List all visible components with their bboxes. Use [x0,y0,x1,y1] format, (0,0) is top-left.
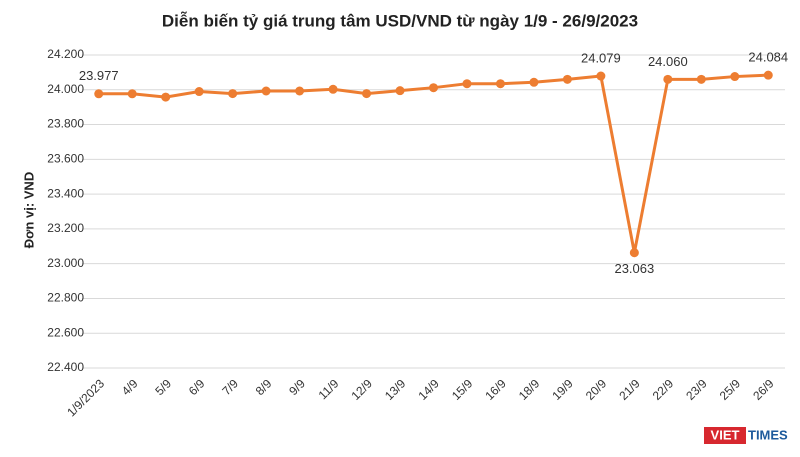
logo-box [704,427,746,444]
y-tick-label: 22.800 [47,291,84,305]
y-tick-label: 23.400 [47,186,84,200]
logo-right: TIMES [748,427,788,442]
point [596,71,606,81]
point [161,92,171,102]
point [562,74,572,84]
chart-title: Diễn biến tỷ giá trung tâm USD/VND từ ng… [162,11,638,30]
y-tick-label: 24.200 [47,47,84,61]
point [730,72,740,82]
point [462,79,472,89]
point [696,74,706,84]
point [663,74,673,84]
point [529,77,539,87]
data-label: 24.060 [648,54,688,69]
y-tick-label: 23.600 [47,152,84,166]
logo: VIET TIMES [704,427,788,444]
point [94,89,104,99]
point [295,86,305,96]
point [261,86,271,96]
data-label: 23.977 [79,68,119,83]
y-tick-label: 23.200 [47,221,84,235]
point [328,84,338,94]
point [763,70,773,80]
point [429,83,438,93]
point [495,79,505,89]
y-tick-label: 22.600 [47,325,84,339]
point [228,89,238,99]
data-label: 23.063 [614,261,654,276]
y-tick-label: 22.400 [47,360,84,374]
data-label: 24.084 [748,50,788,65]
point [362,89,372,99]
y-axis-label: Đơn vị: VND [21,172,36,248]
point [629,248,639,258]
y-tick-label: 23.000 [47,256,84,270]
point [194,87,204,97]
point [127,89,137,99]
point [395,86,405,96]
y-tick-label: 24.000 [47,82,84,96]
logo-left: VIET [711,427,740,442]
data-label: 24.079 [581,50,621,65]
y-tick-label: 23.800 [47,117,84,131]
